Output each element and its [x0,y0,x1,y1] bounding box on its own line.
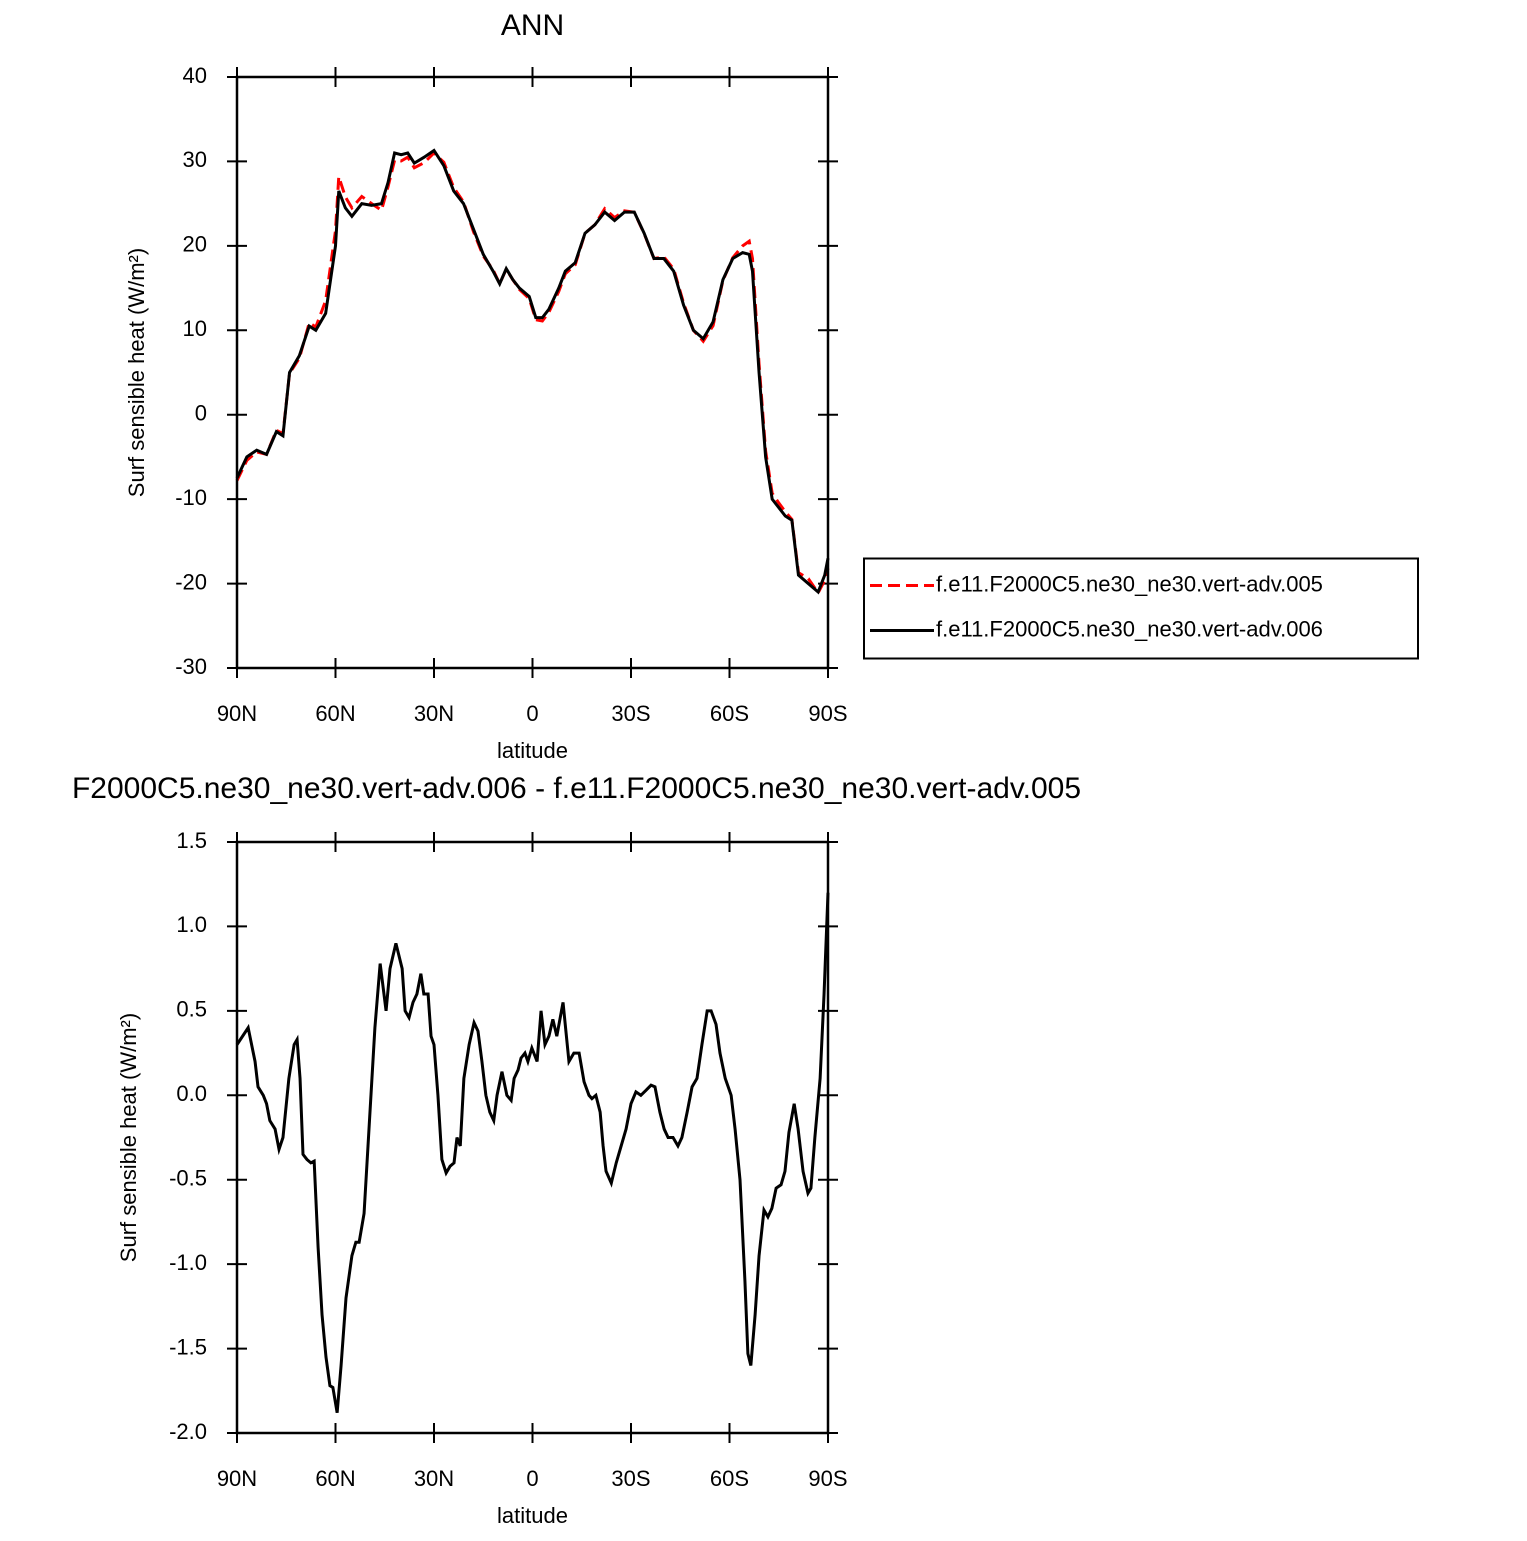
x-tick-label: 0 [526,701,538,726]
legend-label: f.e11.F2000C5.ne30_ne30.vert-adv.005 [936,571,1323,596]
y-axis-label: Surf sensible heat (W/m²) [124,248,149,497]
y-tick-label: -2.0 [169,1419,207,1444]
x-axis-label: latitude [497,738,568,763]
y-tick-label: 30 [183,147,207,172]
y-tick-label: 0.5 [176,997,207,1022]
x-tick-label: 90N [217,1466,257,1491]
plot-frame [235,75,830,670]
x-tick-label: 60N [315,701,355,726]
y-axis-label: Surf sensible heat (W/m²) [116,1013,141,1262]
plot-frame [235,840,830,1435]
data-line [235,892,830,1413]
x-tick-label: 90N [217,701,257,726]
x-tick-label: 90S [808,701,847,726]
y-tick-label: 40 [183,63,207,88]
y-tick-label: -1.5 [169,1334,207,1359]
y-tick-label: 0 [195,401,207,426]
legend-box [863,557,1419,660]
chart-title: ANN [501,9,564,42]
y-tick-label: -1.0 [169,1250,207,1275]
chart-title: F2000C5.ne30_ne30.vert-adv.006 - f.e11.F… [72,772,1081,805]
x-tick-label: 0 [526,1466,538,1491]
x-tick-label: 60N [315,1466,355,1491]
legend-label: f.e11.F2000C5.ne30_ne30.vert-adv.006 [936,616,1323,641]
x-tick-label: 30N [414,701,454,726]
x-tick-label: 60S [710,1466,749,1491]
y-tick-label: -10 [175,485,207,510]
x-tick-label: 30N [414,1466,454,1491]
x-tick-label: 30S [611,1466,650,1491]
x-tick-label: 60S [710,701,749,726]
y-tick-label: 0.0 [176,1081,207,1106]
x-tick-label: 30S [611,701,650,726]
y-tick-label: 1.0 [176,912,207,937]
y-tick-label: 20 [183,232,207,257]
x-axis-label: latitude [497,1503,568,1528]
y-tick-label: -20 [175,569,207,594]
x-tick-label: 90S [808,1466,847,1491]
data-line [235,148,830,595]
y-tick-label: 10 [183,316,207,341]
y-tick-label: -30 [175,654,207,679]
y-tick-label: 1.5 [176,828,207,853]
y-tick-label: -0.5 [169,1166,207,1191]
data-line [235,150,830,596]
